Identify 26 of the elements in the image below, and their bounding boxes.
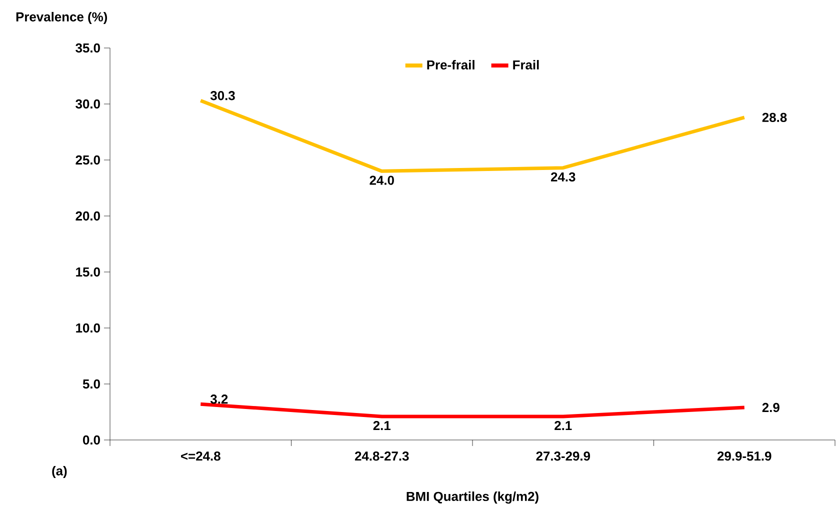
legend-label: Pre-frail: [427, 60, 474, 70]
y-tick-label: 0.0: [83, 435, 100, 445]
x-tick-label: 29.9-51.9: [717, 452, 772, 461]
data-label: 3.2: [210, 394, 228, 404]
y-tick-label: 15.0: [76, 267, 100, 277]
x-axis-title: BMI Quartiles (kg/m2): [406, 492, 538, 504]
data-label: 2.1: [554, 420, 572, 430]
legend-label: Frail: [513, 60, 539, 70]
y-tick-label: 30.0: [76, 99, 100, 109]
text: (a): [52, 466, 67, 478]
data-label: 28.8: [762, 112, 787, 122]
x-tick-label: 24.8-27.3: [354, 452, 409, 461]
x-tick-label: <=24.8: [181, 452, 220, 461]
data-label: 2.1: [373, 420, 391, 430]
y-axis-title: Prevalence (%): [16, 12, 108, 24]
y-tick-label: 20.0: [76, 211, 100, 221]
data-label: 30.3: [210, 91, 235, 100]
y-tick-label: 10.0: [76, 323, 100, 333]
data-label: 2.9: [762, 402, 780, 412]
line-series: [198, 98, 746, 173]
data-label: 24.3: [550, 172, 576, 182]
y-tick-label: 25.0: [76, 155, 100, 165]
data-label: 24.0: [370, 176, 394, 185]
x-tick-label: 27.3-29.9: [536, 452, 590, 461]
y-tick-label: 35.0: [76, 43, 100, 53]
y-tick-label: 5.0: [82, 379, 100, 389]
